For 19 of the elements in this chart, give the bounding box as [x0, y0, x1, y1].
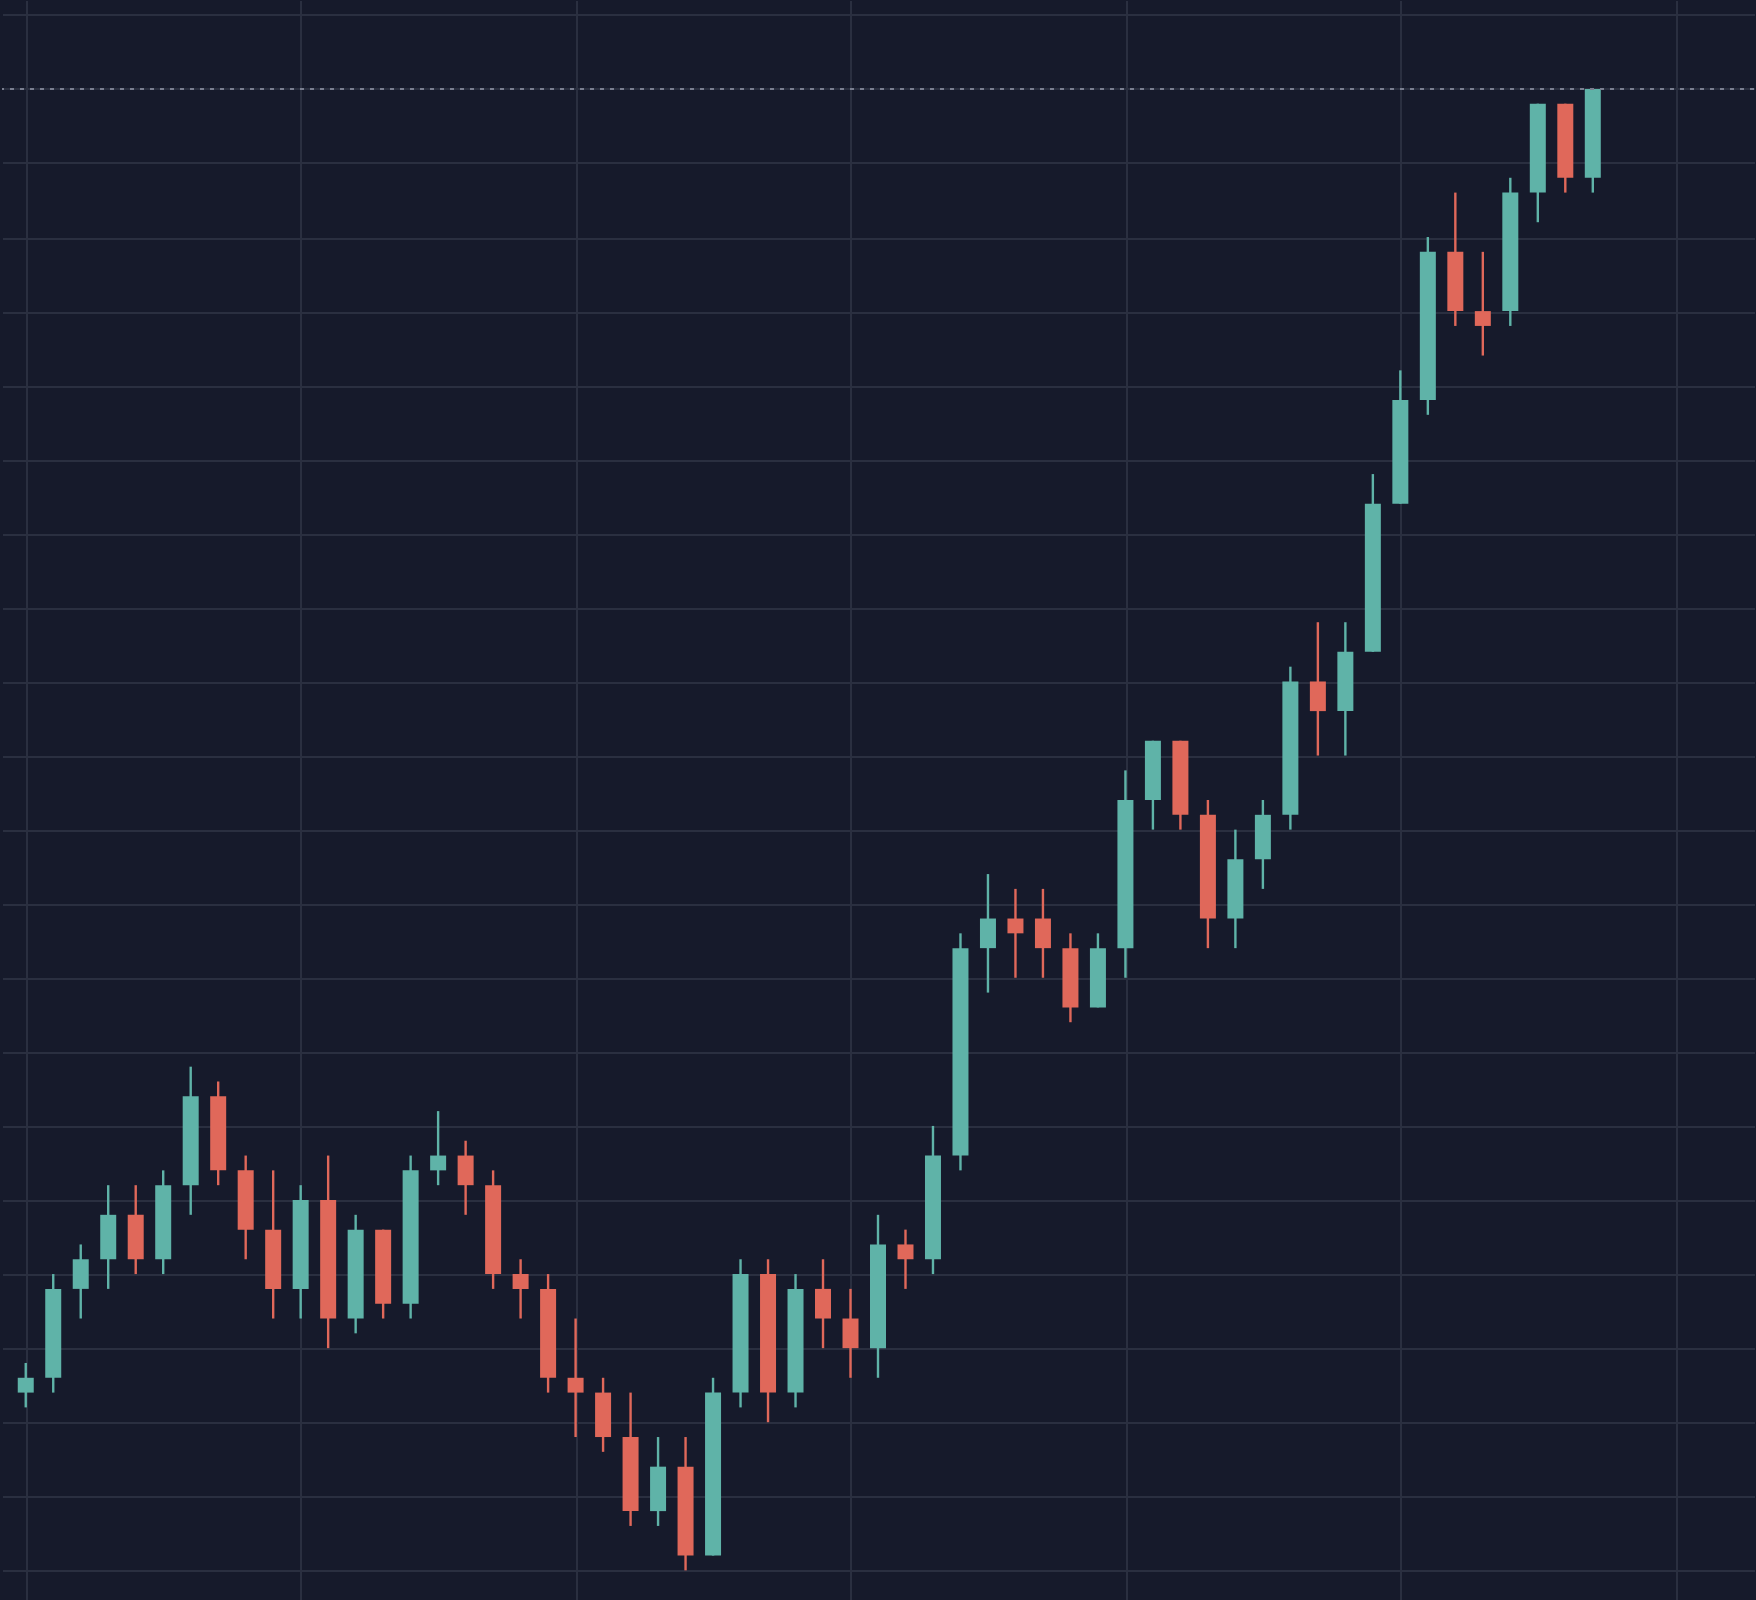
candlestick — [897, 1228, 914, 1291]
candlestick — [1474, 250, 1491, 357]
candlestick — [457, 1139, 474, 1217]
candlestick — [127, 1183, 144, 1276]
candlestick — [430, 1109, 447, 1187]
candlestick — [815, 1258, 832, 1350]
candlestick — [1007, 887, 1024, 979]
candlestick — [100, 1183, 117, 1291]
candlestick — [650, 1435, 667, 1528]
candlestick — [1309, 621, 1326, 757]
candlestick — [979, 872, 996, 994]
candlestick — [842, 1287, 859, 1379]
candlestick — [567, 1317, 584, 1439]
candlestick — [595, 1376, 612, 1454]
candlestick — [1254, 798, 1271, 891]
candlestick — [72, 1243, 89, 1320]
candlestick — [512, 1258, 529, 1320]
candlestick — [17, 1361, 34, 1409]
candlestick — [1034, 887, 1051, 979]
